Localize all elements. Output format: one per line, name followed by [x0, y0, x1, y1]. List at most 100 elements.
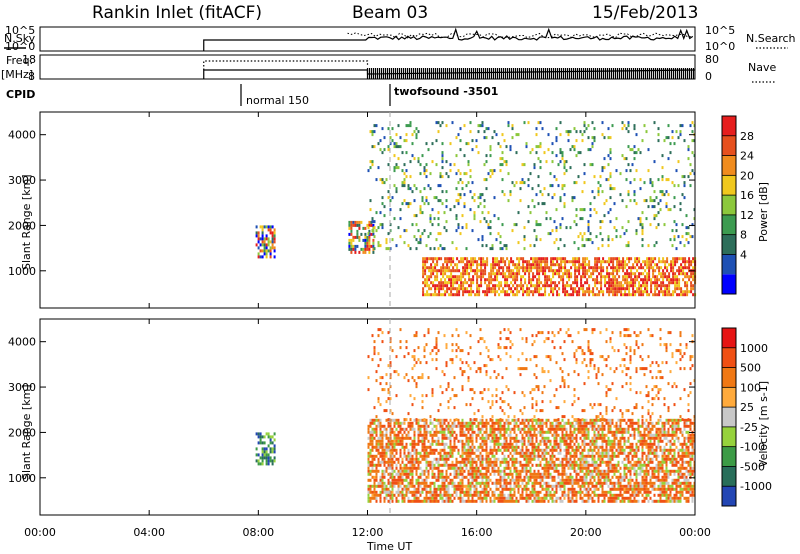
data-cell	[367, 169, 370, 173]
data-cell	[478, 293, 481, 297]
data-cell	[654, 263, 657, 267]
data-cell	[438, 257, 441, 261]
data-cell	[529, 466, 532, 470]
data-cell	[629, 481, 632, 485]
data-cell	[619, 436, 622, 440]
data-cell	[634, 284, 637, 288]
data-cell	[263, 240, 266, 244]
data-cell	[596, 281, 599, 285]
data-cell	[443, 454, 446, 458]
data-cell	[573, 145, 576, 149]
data-cell	[411, 142, 414, 146]
data-cell	[593, 127, 596, 131]
data-cell	[458, 287, 461, 291]
data-cell	[537, 424, 540, 428]
data-cell	[475, 499, 478, 503]
data-cell	[665, 205, 668, 209]
data-cell	[466, 266, 469, 270]
data-cell	[493, 421, 496, 425]
data-cell	[564, 290, 567, 294]
data-cell	[543, 439, 546, 443]
data-cell	[673, 235, 676, 239]
data-cell	[508, 266, 511, 270]
data-cell	[523, 463, 526, 467]
data-cell	[539, 121, 542, 125]
data-cell	[373, 457, 376, 461]
freq-tick-bottom: 8	[28, 70, 35, 83]
data-cell	[447, 427, 450, 431]
data-cell	[405, 454, 408, 458]
data-cell	[559, 160, 562, 164]
data-cell	[257, 441, 260, 445]
data-cell	[452, 284, 455, 288]
data-cell	[409, 490, 412, 494]
data-cell	[594, 293, 597, 297]
data-cell	[577, 490, 580, 494]
data-cell	[559, 499, 562, 503]
data-cell	[587, 226, 590, 230]
data-cell	[485, 493, 488, 497]
data-cell	[603, 490, 606, 494]
nsearch-label: N.Search	[746, 32, 796, 45]
data-cell	[619, 430, 622, 434]
data-cell	[479, 499, 482, 503]
data-cell	[557, 421, 560, 425]
nsky-frame	[39, 26, 696, 52]
data-cell	[383, 205, 386, 209]
data-cell	[462, 275, 465, 279]
data-cell	[623, 472, 626, 476]
data-cell	[261, 240, 264, 244]
data-cell	[611, 463, 614, 467]
data-cell	[531, 187, 534, 191]
data-cell	[533, 244, 536, 248]
data-cell	[379, 451, 382, 455]
data-cell	[457, 451, 460, 455]
data-cell	[595, 442, 598, 446]
data-cell	[680, 269, 683, 273]
data-cell	[581, 454, 584, 458]
data-cell	[467, 487, 470, 491]
data-cell	[441, 469, 444, 473]
data-cell	[664, 293, 667, 297]
data-cell	[367, 466, 370, 470]
data-cell	[449, 442, 452, 446]
data-cell	[613, 487, 616, 491]
data-cell	[597, 454, 600, 458]
data-cell	[478, 287, 481, 291]
data-cell	[587, 433, 590, 437]
data-cell	[425, 418, 428, 422]
data-cell	[389, 199, 392, 203]
data-cell	[522, 284, 525, 288]
data-cell	[608, 275, 611, 279]
data-cell	[641, 139, 644, 143]
data-cell	[595, 433, 598, 437]
data-cell	[661, 175, 664, 179]
data-cell	[405, 151, 408, 155]
data-cell	[417, 478, 420, 482]
data-cell	[269, 447, 272, 451]
data-cell	[479, 418, 482, 422]
data-cell	[617, 439, 620, 443]
data-cell	[379, 430, 382, 434]
data-cell	[483, 436, 486, 440]
data-cell	[547, 475, 550, 479]
data-cell	[677, 160, 680, 164]
data-cell	[377, 439, 380, 443]
data-cell	[511, 463, 514, 467]
data-cell	[623, 418, 626, 422]
data-cell	[603, 451, 606, 455]
data-cell	[691, 169, 694, 173]
data-cell	[476, 260, 479, 264]
data-cell	[436, 284, 439, 288]
data-cell	[383, 427, 386, 431]
data-cell	[549, 232, 552, 236]
data-cell	[527, 178, 530, 182]
data-cell	[517, 211, 520, 215]
data-cell	[589, 454, 592, 458]
data-cell	[427, 424, 430, 428]
data-cell	[543, 151, 546, 155]
data-cell	[397, 418, 400, 422]
data-cell	[371, 133, 374, 137]
data-cell	[401, 436, 404, 440]
data-cell	[507, 448, 510, 452]
